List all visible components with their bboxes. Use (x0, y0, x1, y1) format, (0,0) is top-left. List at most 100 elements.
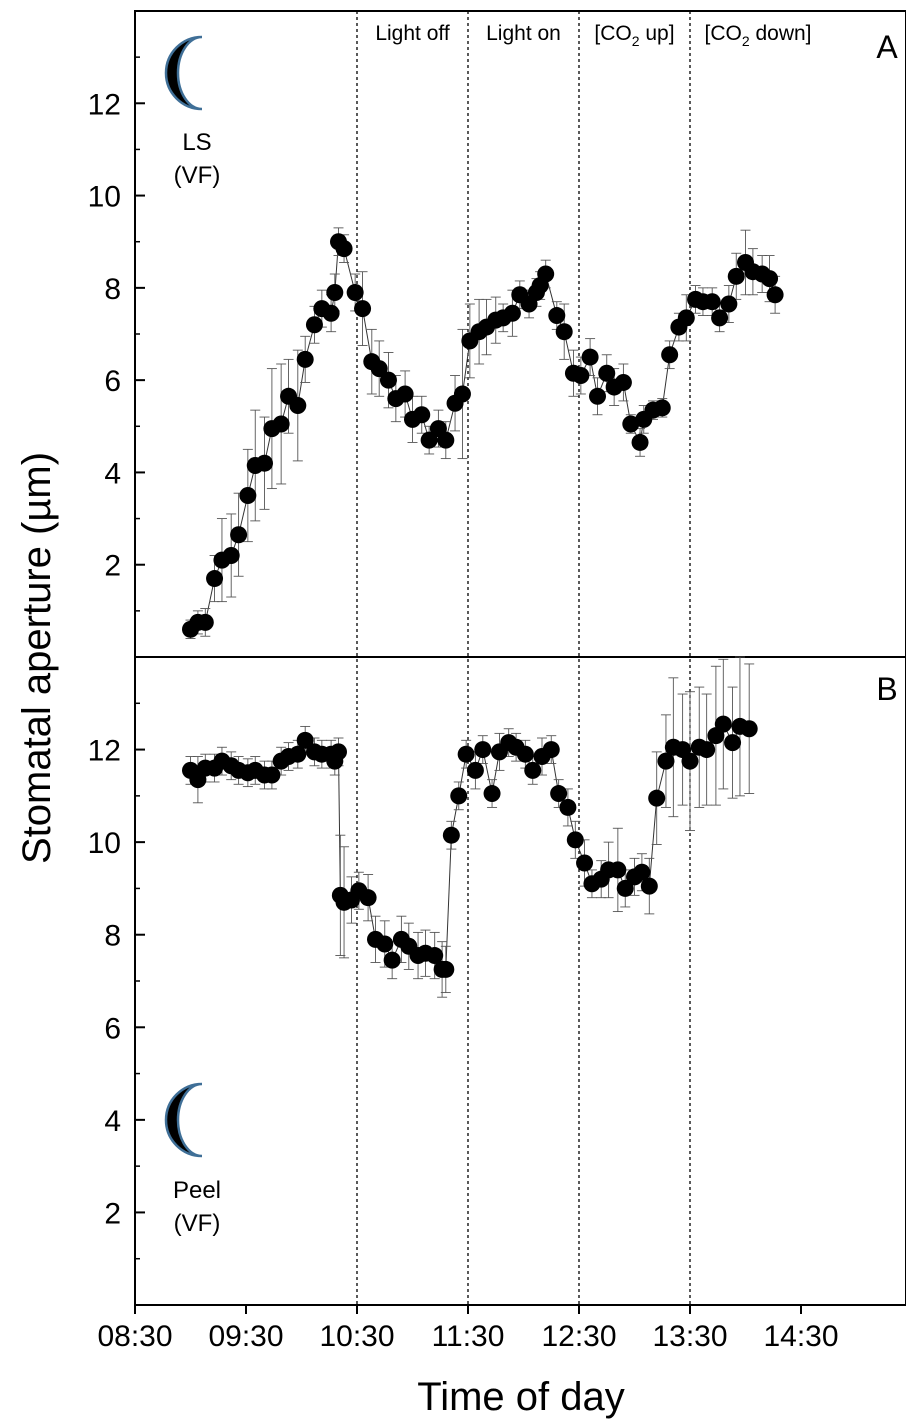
data-point (359, 889, 377, 907)
y-tick-label: 2 (104, 1197, 121, 1230)
panel-condition-label: (VF) (174, 1210, 221, 1237)
x-tick-label: 13:30 (652, 1320, 727, 1353)
data-point (761, 270, 779, 288)
phase-label: [CO2 up] (594, 22, 674, 49)
data-point (272, 415, 290, 433)
x-tick-label: 11:30 (432, 1320, 505, 1353)
data-point (740, 720, 758, 738)
chart-root: Light off Light on [CO2 up] [CO2 down]08:30… (15, 10, 906, 1419)
data-point (653, 399, 671, 417)
data-point (426, 947, 444, 965)
data-point (681, 752, 699, 770)
data-point (609, 861, 627, 879)
phase-label: Light on (486, 22, 561, 45)
data-point (581, 348, 599, 366)
phase-label-text: [CO (704, 22, 741, 45)
x-tick-label: 14:30 (763, 1320, 838, 1353)
data-point (727, 267, 745, 285)
panel-condition-label: Peel (173, 1177, 221, 1204)
panel-letter: B (876, 671, 897, 707)
data-point (548, 307, 566, 325)
data-point (326, 283, 344, 301)
data-point (383, 951, 401, 969)
data-point (503, 304, 521, 322)
phase-label-subscript: 2 (632, 33, 640, 49)
data-point (437, 431, 455, 449)
data-point (420, 431, 438, 449)
y-tick-label: 6 (104, 1012, 121, 1045)
phase-label-text: Light off (375, 22, 450, 45)
phase-label-tail: down] (750, 22, 812, 45)
x-tick-label: 08:30 (97, 1320, 172, 1353)
data-point (657, 752, 675, 770)
data-point (466, 761, 484, 779)
data-point (559, 798, 577, 816)
data-point (230, 526, 248, 544)
phase-label-text: [CO (594, 22, 631, 45)
data-point (296, 731, 314, 749)
x-axis-title: Time of day (417, 1375, 624, 1419)
phase-label-text: Light on (486, 22, 561, 45)
panel-condition-label: LS (182, 129, 211, 156)
data-point (648, 789, 666, 807)
data-point (542, 741, 560, 759)
y-tick-label: 4 (104, 457, 121, 490)
panel-frame-a (134, 10, 906, 658)
data-point (661, 346, 679, 364)
y-axis-title: Stomatal aperture (µm) (15, 452, 59, 864)
data-point (289, 397, 307, 415)
data-point (222, 546, 240, 564)
data-point (354, 300, 372, 318)
y-tick-label: 12 (88, 735, 121, 768)
data-point (450, 787, 468, 805)
data-point (614, 373, 632, 391)
data-point (376, 935, 394, 953)
data-point (537, 265, 555, 283)
panel-condition-label: (VF) (174, 162, 221, 189)
data-point (239, 487, 257, 504)
data-point (698, 741, 716, 759)
data-point (724, 734, 742, 752)
x-tick-label: 12:30 (541, 1320, 616, 1353)
data-point (346, 283, 364, 301)
data-point (633, 863, 651, 881)
data-point (524, 761, 542, 779)
data-point (711, 309, 729, 327)
data-point (703, 293, 721, 311)
data-point (413, 406, 431, 424)
data-point (289, 745, 307, 763)
data-point (622, 415, 640, 433)
data-point (379, 371, 397, 389)
data-point (453, 385, 471, 403)
crescent-moon-icon (164, 35, 203, 111)
data-point (483, 785, 501, 803)
y-tick-label: 10 (88, 827, 121, 860)
data-point (516, 745, 534, 763)
data-point (370, 360, 388, 378)
data-point (396, 385, 414, 403)
data-point (631, 433, 649, 451)
phase-label: [CO2 down] (704, 22, 811, 49)
data-point (296, 350, 314, 368)
data-point (598, 364, 616, 382)
data-point (766, 286, 784, 304)
data-point (305, 316, 323, 334)
data-point (720, 295, 738, 313)
y-tick-label: 6 (104, 365, 121, 398)
data-point (196, 613, 214, 631)
x-tick-label: 10:30 (319, 1320, 394, 1353)
data-point (550, 785, 568, 803)
panel-letter: A (876, 29, 898, 65)
data-point (322, 304, 340, 322)
data-point (640, 877, 658, 895)
y-tick-label: 8 (104, 920, 121, 953)
data-point (335, 240, 353, 258)
phase-label: Light off (375, 22, 450, 45)
data-point (330, 743, 347, 761)
phase-label-tail: up] (640, 22, 675, 45)
crescent-moon-icon (164, 1082, 203, 1158)
data-point (714, 715, 732, 733)
y-tick-label: 2 (104, 550, 121, 583)
data-point (206, 570, 224, 588)
phase-label-subscript: 2 (742, 33, 750, 49)
